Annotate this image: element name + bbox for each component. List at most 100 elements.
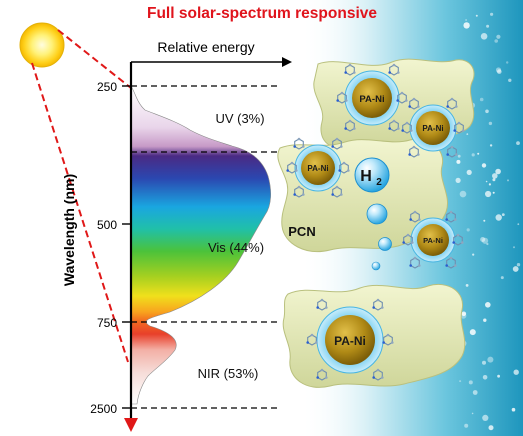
water-droplet — [516, 141, 520, 146]
water-droplet — [469, 329, 476, 336]
water-droplet — [490, 12, 494, 16]
water-droplet — [513, 369, 519, 375]
water-droplet — [516, 263, 521, 267]
hydrogen-bubble-icon: H 2 — [354, 157, 390, 193]
pa-ni-particle: PA-Ni — [305, 298, 395, 381]
water-droplet — [512, 266, 519, 272]
hydrogen-label: H — [360, 168, 372, 185]
water-droplet — [465, 284, 469, 287]
tick-label-250: 250 — [97, 80, 117, 94]
tick-label-2500: 2500 — [90, 402, 117, 416]
figure-title: Full solar-spectrum responsive — [147, 5, 377, 22]
water-droplet — [485, 180, 488, 183]
tick-label-500: 500 — [97, 218, 117, 232]
bubble — [378, 237, 392, 251]
water-droplet — [500, 276, 504, 280]
svg-text:PA-Ni: PA-Ni — [359, 94, 384, 105]
water-droplet — [513, 246, 515, 249]
water-droplet — [472, 253, 475, 256]
region-label-uv: UV (3%) — [215, 111, 264, 126]
water-droplet — [495, 168, 501, 175]
water-droplet — [459, 190, 467, 198]
water-droplet — [492, 191, 495, 194]
water-droplet — [466, 228, 470, 232]
pa-ni-particle: PA-Ni — [400, 97, 466, 158]
y-axis-label: Wavelength (nm) — [61, 174, 77, 286]
solar-spectrum — [130, 85, 271, 405]
water-droplet — [492, 173, 498, 179]
water-droplet — [485, 109, 489, 114]
water-droplet — [496, 34, 501, 39]
water-droplet — [475, 14, 478, 17]
water-droplet — [464, 423, 469, 428]
water-droplet — [482, 237, 489, 244]
water-droplet — [497, 69, 502, 74]
bubble — [366, 203, 388, 225]
water-droplet — [495, 214, 502, 221]
water-droplet — [482, 360, 486, 365]
sun-ray-top — [57, 29, 132, 89]
water-droplet — [488, 183, 491, 186]
water-droplet — [479, 97, 484, 102]
water-droplet — [466, 169, 472, 175]
water-droplet — [486, 242, 489, 246]
svg-text:PA-Ni: PA-Ni — [307, 164, 328, 173]
energy-axis-arrow — [282, 57, 292, 67]
x-axis-label: Relative energy — [157, 39, 254, 55]
svg-text:PA-Ni: PA-Ni — [423, 236, 443, 245]
water-droplet — [486, 24, 490, 28]
water-droplet — [487, 356, 494, 363]
water-droplet — [459, 380, 462, 383]
region-label-vis: Vis (44%) — [208, 240, 264, 255]
water-droplet — [481, 163, 487, 168]
water-droplet — [508, 78, 512, 83]
water-droplet — [494, 39, 499, 43]
water-droplet — [511, 407, 516, 412]
bubble — [371, 261, 381, 271]
region-label-nir: NIR (53%) — [198, 366, 259, 381]
water-droplet — [489, 144, 493, 147]
water-droplet — [488, 121, 493, 126]
svg-text:PA-Ni: PA-Ni — [422, 124, 443, 133]
water-droplet — [465, 19, 468, 21]
sun-ray-bottom — [31, 62, 129, 363]
hydrogen-subscript: 2 — [376, 177, 382, 188]
water-droplet — [485, 190, 492, 198]
water-droplet — [457, 154, 461, 158]
water-droplet — [492, 178, 496, 182]
water-droplet — [501, 213, 505, 217]
water-droplet — [495, 67, 502, 73]
pa-ni-particle: PA-Ni — [285, 137, 351, 198]
water-droplet — [506, 61, 509, 64]
water-droplet — [507, 179, 509, 182]
pcn-label: PCN — [288, 224, 315, 239]
water-droplet — [466, 133, 469, 136]
water-droplet — [477, 152, 480, 155]
water-droplet — [471, 412, 474, 415]
water-droplet — [455, 177, 461, 183]
water-droplet — [483, 219, 486, 222]
water-droplet — [517, 223, 520, 226]
water-droplet — [461, 311, 467, 317]
water-droplet — [472, 390, 478, 395]
pa-ni-particle: PA-Ni — [401, 210, 465, 269]
wavelength-axis-arrow — [124, 418, 138, 432]
tick-label-750: 750 — [97, 316, 117, 330]
water-droplet — [471, 153, 475, 157]
pa-ni-particle: PA-Ni — [335, 63, 409, 132]
sun-icon — [19, 22, 65, 68]
water-droplet — [482, 414, 489, 421]
water-splashes — [454, 12, 521, 431]
water-droplet — [480, 33, 488, 40]
water-droplet — [463, 22, 470, 29]
water-droplet — [468, 380, 473, 385]
water-droplet — [483, 318, 487, 322]
water-droplet — [482, 375, 488, 380]
water-droplet — [497, 374, 500, 378]
water-droplet — [480, 237, 486, 242]
water-droplet — [456, 159, 461, 164]
svg-text:PA-Ni: PA-Ni — [334, 334, 366, 348]
water-droplet — [485, 302, 491, 308]
